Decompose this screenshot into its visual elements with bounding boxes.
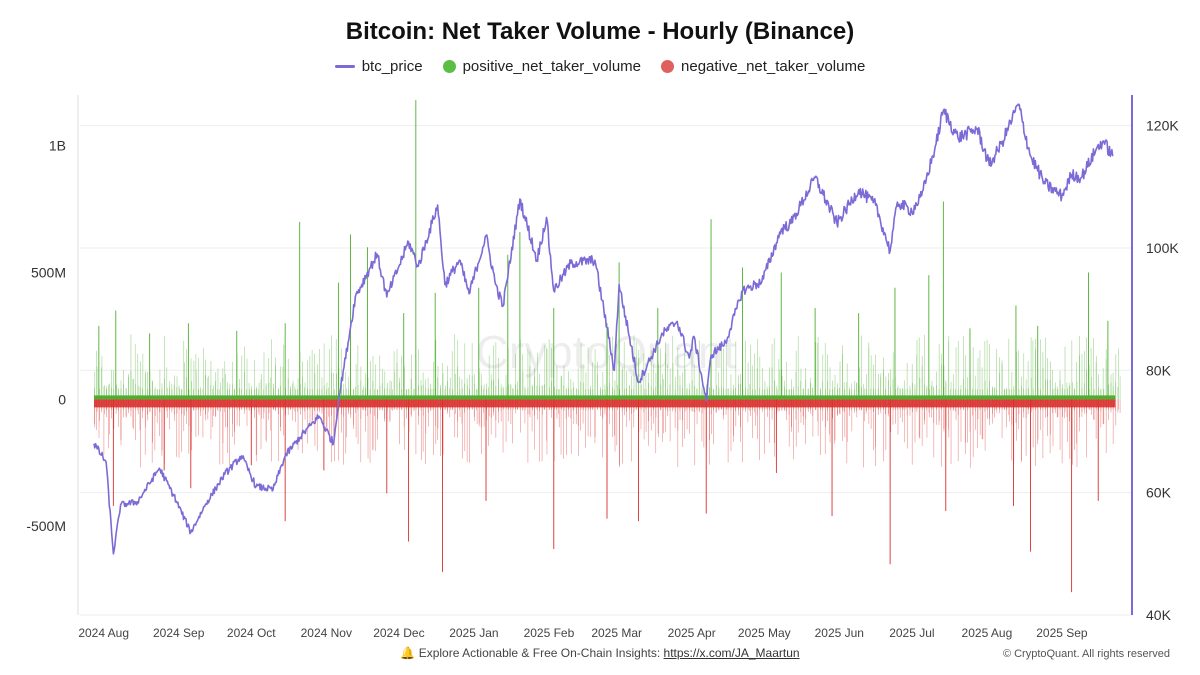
x-tick-label: 2025 Mar [591, 626, 642, 640]
x-tick-label: 2025 May [738, 626, 791, 640]
legend-label-negative: negative_net_taker_volume [681, 58, 866, 75]
legend-dot-marker [661, 60, 675, 73]
footer: 🔔 Explore Actionable & Free On-Chain Ins… [0, 646, 1200, 660]
y-right-tick-label: 80K [1146, 362, 1172, 378]
x-tick-label: 2024 Nov [301, 626, 352, 640]
legend: btc_price positive_net_taker_volume nega… [0, 58, 1200, 75]
x-tick-label: 2025 Jan [449, 626, 498, 640]
y-right-tick-label: 120K [1146, 118, 1179, 134]
x-tick-label: 2025 Jul [889, 626, 934, 640]
legend-line-marker [334, 65, 355, 68]
x-tick-label: 2025 Aug [962, 626, 1013, 640]
x-tick-label: 2025 Jun [815, 626, 864, 640]
watermark: CryptoQuant [476, 326, 737, 378]
legend-item-positive[interactable]: positive_net_taker_volume [442, 58, 642, 75]
copyright-text: © CryptoQuant. All rights reserved [1002, 648, 1170, 660]
x-tick-label: 2025 Apr [668, 626, 716, 640]
footer-link[interactable]: https://x.com/JA_Maartun [663, 646, 800, 660]
legend-label-positive: positive_net_taker_volume [462, 58, 642, 75]
negative-volume-band [94, 399, 1116, 408]
x-tick-label: 2024 Oct [227, 626, 276, 640]
x-tick-label: 2024 Sep [153, 626, 205, 640]
positive-volume-band [94, 395, 1116, 400]
footer-text: Explore Actionable & Free On-Chain Insig… [418, 646, 661, 660]
btc-price-line [93, 103, 1114, 555]
y-right-tick-label: 40K [1146, 607, 1172, 623]
legend-dot-marker [442, 60, 456, 73]
y-right-tick-label: 100K [1146, 240, 1179, 256]
legend-label-btc-price: btc_price [361, 58, 423, 75]
y-left-tick-label: 1B [49, 138, 66, 154]
x-tick-label: 2025 Feb [524, 626, 575, 640]
x-tick-label: 2024 Aug [78, 626, 129, 640]
y-left-tick-label: -500M [26, 518, 66, 534]
x-tick-label: 2024 Dec [373, 626, 424, 640]
legend-item-btc-price[interactable]: btc_price [334, 58, 423, 75]
y-left-tick-label: 0 [58, 391, 66, 407]
y-right-tick-label: 60K [1146, 485, 1172, 501]
legend-item-negative[interactable]: negative_net_taker_volume [661, 58, 865, 75]
x-tick-label: 2025 Sep [1036, 626, 1088, 640]
bell-icon: 🔔 [400, 646, 416, 660]
y-left-tick-label: 500M [31, 265, 66, 281]
chart-title: Bitcoin: Net Taker Volume - Hourly (Bina… [345, 18, 855, 45]
